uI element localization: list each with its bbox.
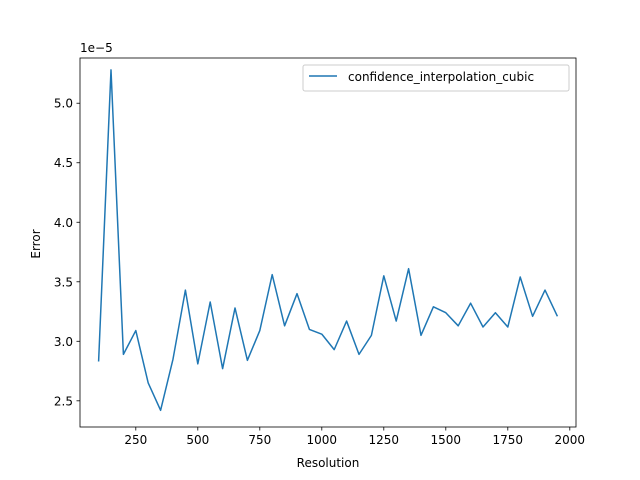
- y-tick-label: 3.0: [54, 335, 73, 349]
- x-tick-label: 250: [124, 433, 147, 447]
- y-axis-label: Error: [29, 229, 43, 258]
- legend-label: confidence_interpolation_cubic: [348, 70, 534, 84]
- y-tick-label: 5.0: [54, 97, 73, 111]
- x-tick-label: 2000: [555, 433, 586, 447]
- y-tick-label: 4.0: [54, 216, 73, 230]
- plot-area: 250 500 750 1000 1250 1500 1750 2000 2.5 3.0 3.5 4.…: [54, 57, 586, 447]
- y-tick-label: 3.5: [54, 275, 73, 289]
- x-tick-label: 1250: [369, 433, 400, 447]
- x-tick-label: 500: [186, 433, 209, 447]
- axes-frame: [79, 57, 577, 428]
- x-axis-label: Resolution: [297, 456, 360, 470]
- x-tick-label: 1750: [493, 433, 524, 447]
- x-tick-label: 1500: [431, 433, 462, 447]
- x-tick-label: 750: [248, 433, 271, 447]
- legend-frame: [302, 64, 570, 92]
- y-tick-label: 4.5: [54, 156, 73, 170]
- legend: confidence_interpolation_cubic: [302, 64, 570, 92]
- y-tick-label: 2.5: [54, 394, 73, 408]
- series-line-confidence-interpolation-cubic: [97, 69, 559, 412]
- x-tick-label: 1000: [307, 433, 338, 447]
- y-axis-offset-label: 1e−5: [80, 41, 113, 55]
